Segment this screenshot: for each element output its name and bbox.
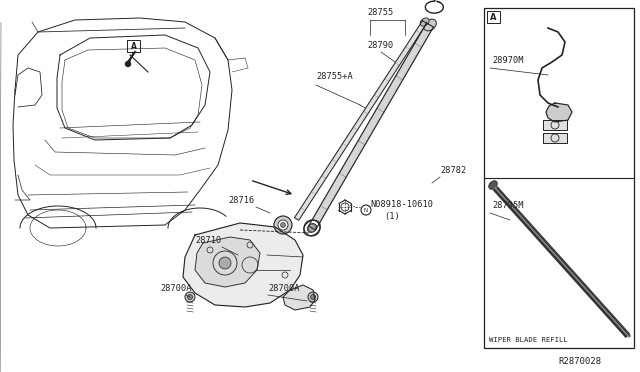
Text: A: A xyxy=(490,13,497,22)
Ellipse shape xyxy=(304,220,320,236)
Bar xyxy=(487,11,500,23)
Text: A: A xyxy=(131,42,136,51)
Ellipse shape xyxy=(420,18,429,26)
Circle shape xyxy=(308,292,318,302)
Polygon shape xyxy=(294,21,427,220)
Ellipse shape xyxy=(489,181,497,189)
Text: 28970M: 28970M xyxy=(492,56,524,65)
Bar xyxy=(543,133,567,143)
Polygon shape xyxy=(183,223,303,307)
Text: 28700A: 28700A xyxy=(160,284,191,293)
Circle shape xyxy=(361,205,371,215)
Text: 28790: 28790 xyxy=(368,41,394,50)
Text: WIPER BLADE REFILL: WIPER BLADE REFILL xyxy=(489,337,568,343)
Polygon shape xyxy=(283,285,315,310)
Text: N08918-10610: N08918-10610 xyxy=(370,200,433,209)
Text: 28716: 28716 xyxy=(228,196,254,205)
Text: 28755: 28755 xyxy=(368,8,394,17)
Circle shape xyxy=(274,216,292,234)
Bar xyxy=(127,40,140,52)
Bar xyxy=(543,120,567,130)
Ellipse shape xyxy=(307,224,317,232)
Polygon shape xyxy=(195,237,260,287)
Circle shape xyxy=(125,61,131,67)
Circle shape xyxy=(188,295,193,299)
Bar xyxy=(484,8,634,348)
Text: N: N xyxy=(364,208,368,212)
Text: 28795M: 28795M xyxy=(492,201,524,210)
Circle shape xyxy=(280,222,285,228)
Text: 28700A: 28700A xyxy=(268,284,300,293)
Text: (1): (1) xyxy=(384,212,400,221)
Text: R2870028: R2870028 xyxy=(558,357,601,366)
Text: 28710: 28710 xyxy=(195,236,221,245)
Circle shape xyxy=(310,295,316,299)
Circle shape xyxy=(219,257,231,269)
Circle shape xyxy=(185,292,195,302)
Text: 28782: 28782 xyxy=(440,166,467,175)
Circle shape xyxy=(278,220,288,230)
Circle shape xyxy=(308,224,316,232)
Text: 28755+A: 28755+A xyxy=(316,72,353,81)
Ellipse shape xyxy=(424,19,436,31)
Polygon shape xyxy=(308,23,433,230)
Polygon shape xyxy=(546,103,572,122)
